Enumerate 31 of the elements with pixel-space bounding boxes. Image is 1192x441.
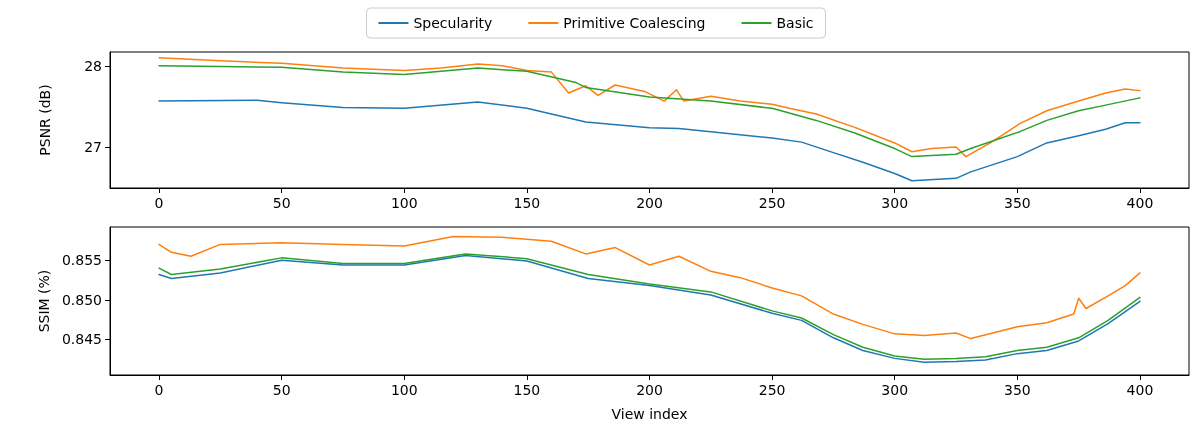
x-tick-label: 0: [154, 382, 164, 398]
x-tick-label: 100: [390, 195, 418, 211]
y-axis-title: PSNR (dB): [37, 84, 53, 156]
y-axis-title: SSIM (%): [36, 269, 53, 333]
line-series: [158, 99, 1141, 182]
line-series: [158, 235, 1141, 340]
legend-label: Basic: [776, 15, 814, 31]
x-axis-title: View index: [611, 406, 688, 422]
y-tick-label: 0.850: [61, 291, 102, 308]
x-tick-label: 250: [758, 382, 786, 398]
y-tick-label: 0.845: [61, 331, 102, 348]
legend-label: Primitive Coalescing: [563, 15, 706, 31]
y-tick-label: 0.855: [61, 252, 102, 269]
legend-label: Specularity: [413, 15, 493, 31]
x-tick-label: 50: [272, 195, 291, 211]
x-tick-label: 200: [636, 382, 663, 398]
x-tick-label: 0: [154, 195, 164, 211]
x-tick-label: 50: [272, 382, 291, 398]
x-tick-label: 300: [881, 195, 909, 211]
x-tick-label: 100: [390, 382, 418, 398]
y-tick-label: 27: [84, 138, 102, 155]
x-tick-label: 400: [1126, 195, 1154, 211]
x-tick-label: 250: [758, 195, 786, 211]
x-tick-label: 200: [636, 195, 663, 211]
y-tick-label: 28: [84, 58, 102, 75]
x-tick-label: 150: [513, 382, 541, 398]
x-tick-label: 350: [1003, 195, 1031, 211]
x-tick-label: 400: [1126, 382, 1154, 398]
x-tick-label: 300: [881, 382, 909, 398]
x-tick-label: 150: [513, 195, 541, 211]
x-tick-label: 350: [1003, 382, 1031, 398]
